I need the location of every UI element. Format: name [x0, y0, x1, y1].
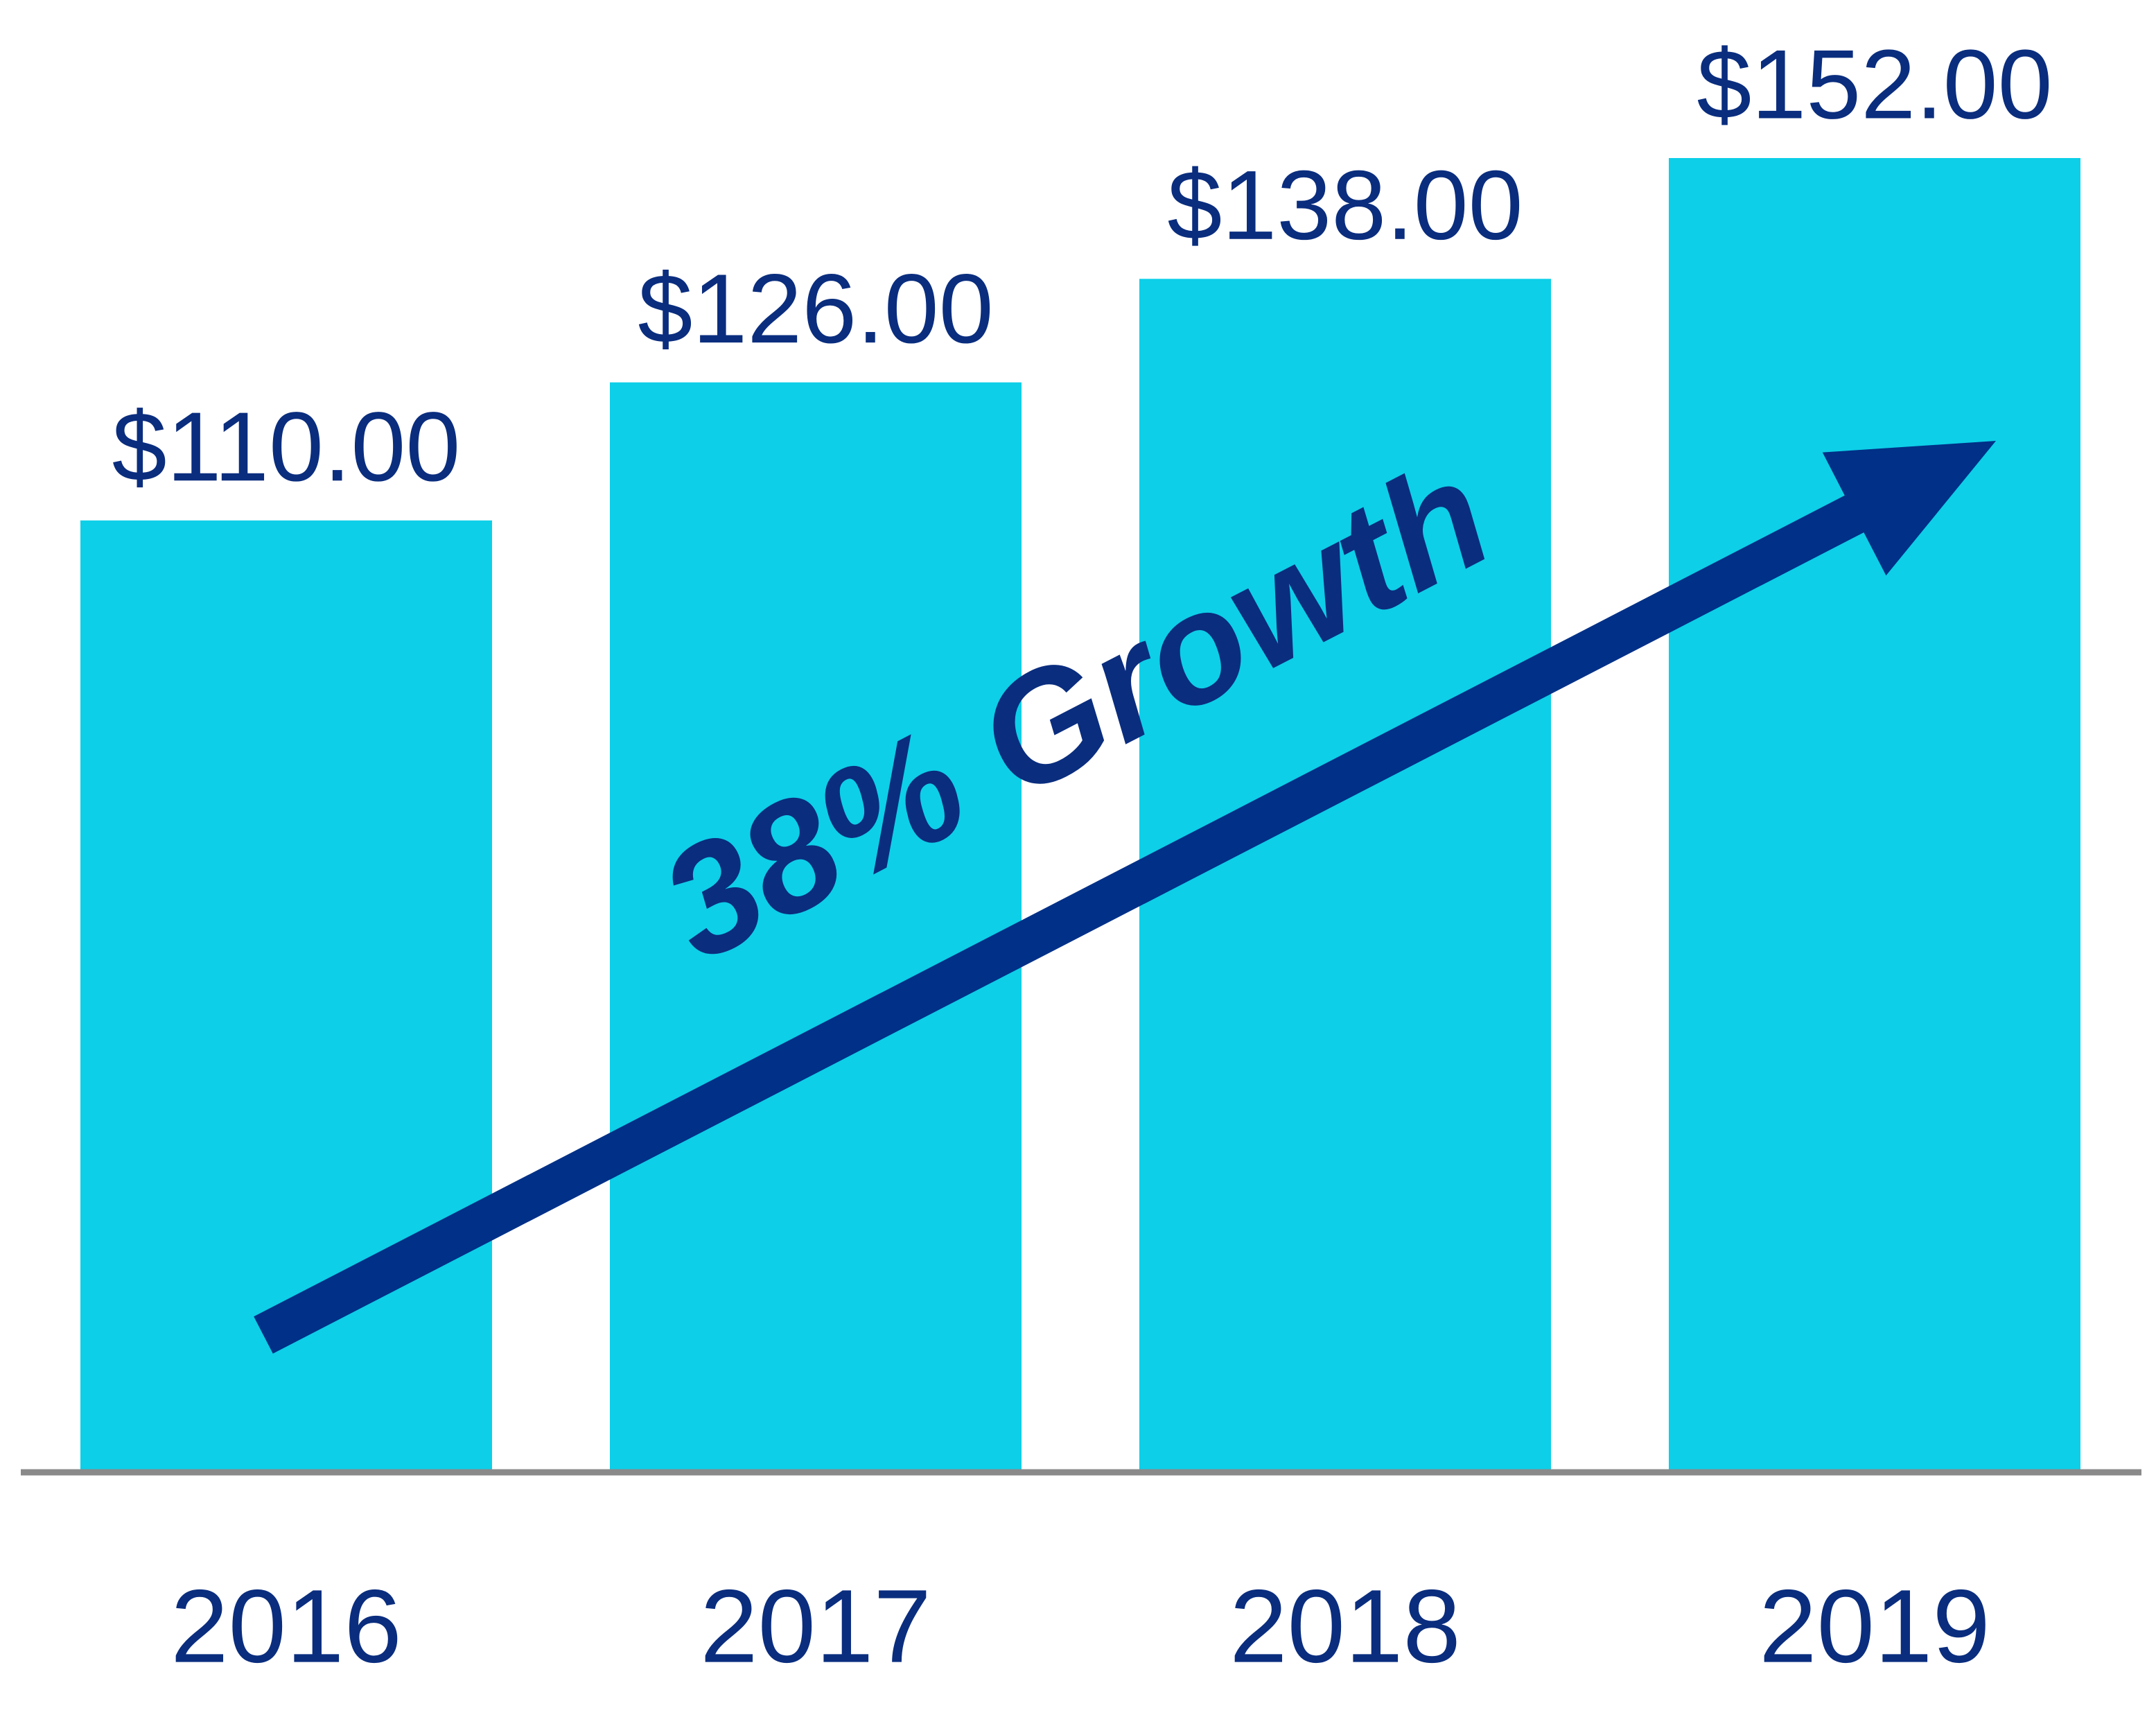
bar	[610, 382, 1022, 1470]
x-tick-label: 2019	[1759, 1568, 1990, 1684]
value-label: $110.00	[112, 392, 461, 502]
growth-arrow	[254, 441, 1997, 1354]
bar	[1139, 279, 1551, 1470]
value-label: $138.00	[1167, 150, 1523, 261]
value-label: $152.00	[1697, 30, 2052, 140]
bar	[1669, 158, 2080, 1470]
x-tick-label: 2018	[1229, 1568, 1461, 1684]
x-tick-label: 2017	[700, 1568, 931, 1684]
value-label: $126.00	[638, 254, 993, 364]
x-tick-label: 2016	[170, 1568, 402, 1684]
